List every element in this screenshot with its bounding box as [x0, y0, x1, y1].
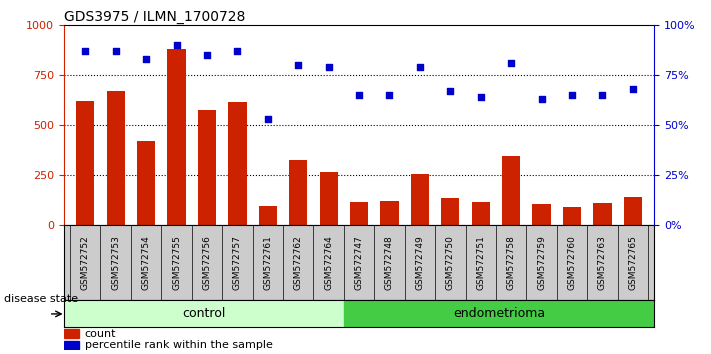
Bar: [259, 206, 277, 225]
Point: [353, 92, 365, 98]
Text: disease state: disease state: [4, 294, 77, 304]
Bar: [350, 202, 368, 225]
Text: GSM572747: GSM572747: [355, 235, 363, 290]
Bar: [76, 101, 95, 225]
Text: GSM572761: GSM572761: [263, 235, 272, 290]
Text: GSM572759: GSM572759: [537, 235, 546, 290]
Point: [110, 48, 122, 54]
Point: [232, 48, 243, 54]
Text: endometrioma: endometrioma: [453, 307, 545, 320]
Point: [506, 60, 517, 66]
Text: GSM572758: GSM572758: [507, 235, 515, 290]
Point: [536, 96, 547, 102]
Point: [80, 48, 91, 54]
Text: GDS3975 / ILMN_1700728: GDS3975 / ILMN_1700728: [64, 10, 245, 24]
Bar: [344, 300, 654, 327]
Bar: [64, 300, 344, 327]
Bar: [380, 201, 399, 225]
Point: [444, 88, 456, 94]
Text: GSM572760: GSM572760: [567, 235, 577, 290]
Bar: [563, 207, 581, 225]
Bar: [198, 110, 216, 225]
Text: GSM572752: GSM572752: [81, 235, 90, 290]
Bar: [624, 197, 642, 225]
Text: GSM572754: GSM572754: [141, 235, 151, 290]
Text: GSM572756: GSM572756: [203, 235, 211, 290]
Bar: [107, 91, 125, 225]
Text: control: control: [182, 307, 225, 320]
Point: [627, 86, 638, 92]
Text: GSM572749: GSM572749: [415, 235, 424, 290]
Bar: [64, 341, 79, 349]
Bar: [593, 203, 611, 225]
Point: [475, 94, 486, 100]
Text: GSM572763: GSM572763: [598, 235, 607, 290]
Bar: [502, 156, 520, 225]
Point: [384, 92, 395, 98]
Point: [415, 64, 426, 70]
Text: GSM572755: GSM572755: [172, 235, 181, 290]
Point: [141, 56, 152, 62]
Text: GSM572750: GSM572750: [446, 235, 455, 290]
Text: GSM572753: GSM572753: [111, 235, 120, 290]
Bar: [442, 198, 459, 225]
Text: GSM572762: GSM572762: [294, 235, 303, 290]
Bar: [64, 329, 79, 338]
Bar: [167, 49, 186, 225]
Point: [566, 92, 577, 98]
Bar: [533, 204, 551, 225]
Bar: [471, 202, 490, 225]
Text: GSM572765: GSM572765: [629, 235, 637, 290]
Bar: [228, 102, 247, 225]
Text: GSM572764: GSM572764: [324, 235, 333, 290]
Point: [171, 42, 182, 48]
Point: [597, 92, 608, 98]
Point: [262, 116, 274, 122]
Point: [201, 52, 213, 58]
Text: GSM572751: GSM572751: [476, 235, 485, 290]
Point: [292, 62, 304, 68]
Bar: [319, 172, 338, 225]
Bar: [289, 160, 307, 225]
Bar: [411, 174, 429, 225]
Text: GSM572757: GSM572757: [233, 235, 242, 290]
Text: GSM572748: GSM572748: [385, 235, 394, 290]
Text: percentile rank within the sample: percentile rank within the sample: [85, 341, 272, 350]
Bar: [137, 141, 155, 225]
Point: [323, 64, 334, 70]
Text: count: count: [85, 329, 116, 339]
